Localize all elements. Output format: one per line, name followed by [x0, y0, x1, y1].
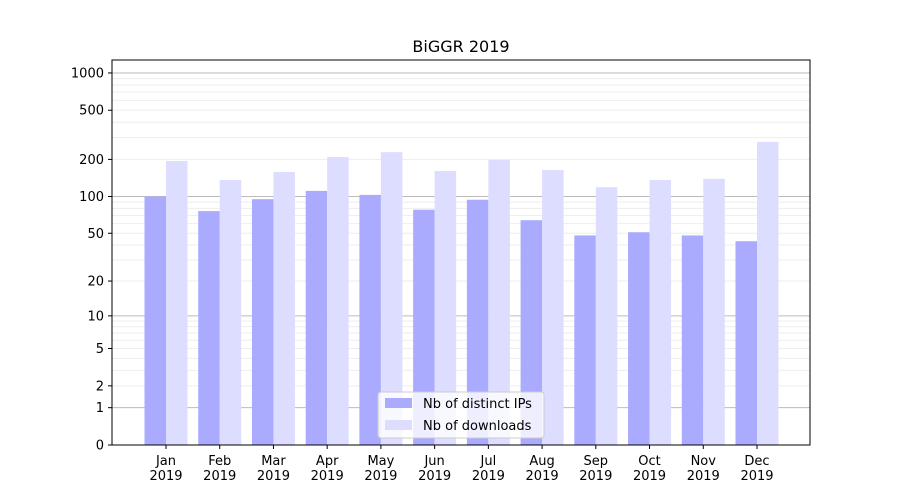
bar-distinct-ips	[413, 209, 435, 445]
x-tick-label: Jun 2019	[418, 454, 451, 484]
bar-downloads	[649, 180, 672, 446]
bar-downloads	[757, 141, 779, 445]
y-tick-label: 1000	[71, 66, 104, 81]
bar-downloads	[488, 159, 510, 446]
legend: Nb of distinct IPs Nb of downloads	[377, 391, 545, 439]
bar-distinct-ips	[520, 220, 543, 445]
x-tick-label: Jan 2019	[149, 454, 182, 484]
plot-frame	[111, 59, 811, 446]
legend-swatch-downloads	[385, 420, 412, 430]
bar-downloads	[166, 161, 188, 445]
y-tick-label: 200	[79, 153, 104, 168]
y-tick-label: 0	[96, 439, 104, 454]
chart-title: BiGGR 2019	[412, 37, 509, 56]
bar-distinct-ips	[359, 194, 381, 445]
bar-downloads	[595, 187, 618, 445]
bar-distinct-ips	[466, 199, 489, 445]
bar-downloads	[327, 157, 349, 445]
y-tick-label: 1	[96, 401, 104, 416]
bar-distinct-ips	[735, 241, 757, 445]
x-tick-label: Nov 2019	[687, 454, 720, 484]
x-tick-label: Dec 2019	[740, 454, 773, 484]
legend-swatch-ips	[385, 398, 412, 408]
y-tick-label: 100	[79, 190, 104, 205]
bar-downloads	[703, 178, 725, 445]
x-tick-label: Apr 2019	[311, 454, 344, 484]
bar-distinct-ips	[574, 235, 596, 445]
x-tick-label: Jul 2019	[472, 454, 505, 484]
x-tick-label: May 2019	[364, 454, 397, 484]
bar-downloads	[273, 172, 295, 445]
bar-downloads	[380, 152, 403, 445]
y-axis: 0 1 2 5 10 20 50 100 200 500 1000	[71, 66, 112, 454]
y-tick-label: 500	[79, 104, 104, 119]
bar-downloads	[434, 171, 457, 445]
legend-box	[377, 391, 545, 439]
x-tick-label: Oct 2019	[633, 454, 666, 484]
bar-downloads	[219, 180, 242, 446]
bar-distinct-ips	[681, 235, 704, 445]
bar-distinct-ips	[628, 232, 650, 445]
x-axis: Jan 2019 Feb 2019 Mar 2019 Apr 2019 May 2019 Jun 20…	[149, 445, 774, 484]
bar-downloads	[542, 170, 564, 446]
bar-distinct-ips	[198, 211, 220, 445]
legend-label-downloads: Nb of downloads	[423, 419, 532, 434]
bars	[144, 141, 779, 446]
x-tick-label: Feb 2019	[203, 454, 236, 484]
y-tick-label: 5	[96, 342, 104, 357]
bar-distinct-ips	[305, 190, 328, 445]
bar-distinct-ips	[251, 199, 274, 445]
y-tick-label: 20	[87, 275, 104, 290]
legend-label-ips: Nb of distinct IPs	[423, 397, 532, 412]
bar-distinct-ips	[144, 196, 166, 445]
x-tick-label: Sep 2019	[579, 454, 612, 484]
x-tick-label: Aug 2019	[526, 454, 559, 484]
y-tick-label: 50	[87, 227, 104, 242]
x-tick-label: Mar 2019	[257, 454, 290, 484]
y-tick-label: 10	[87, 309, 104, 324]
y-tick-label: 2	[96, 379, 104, 394]
